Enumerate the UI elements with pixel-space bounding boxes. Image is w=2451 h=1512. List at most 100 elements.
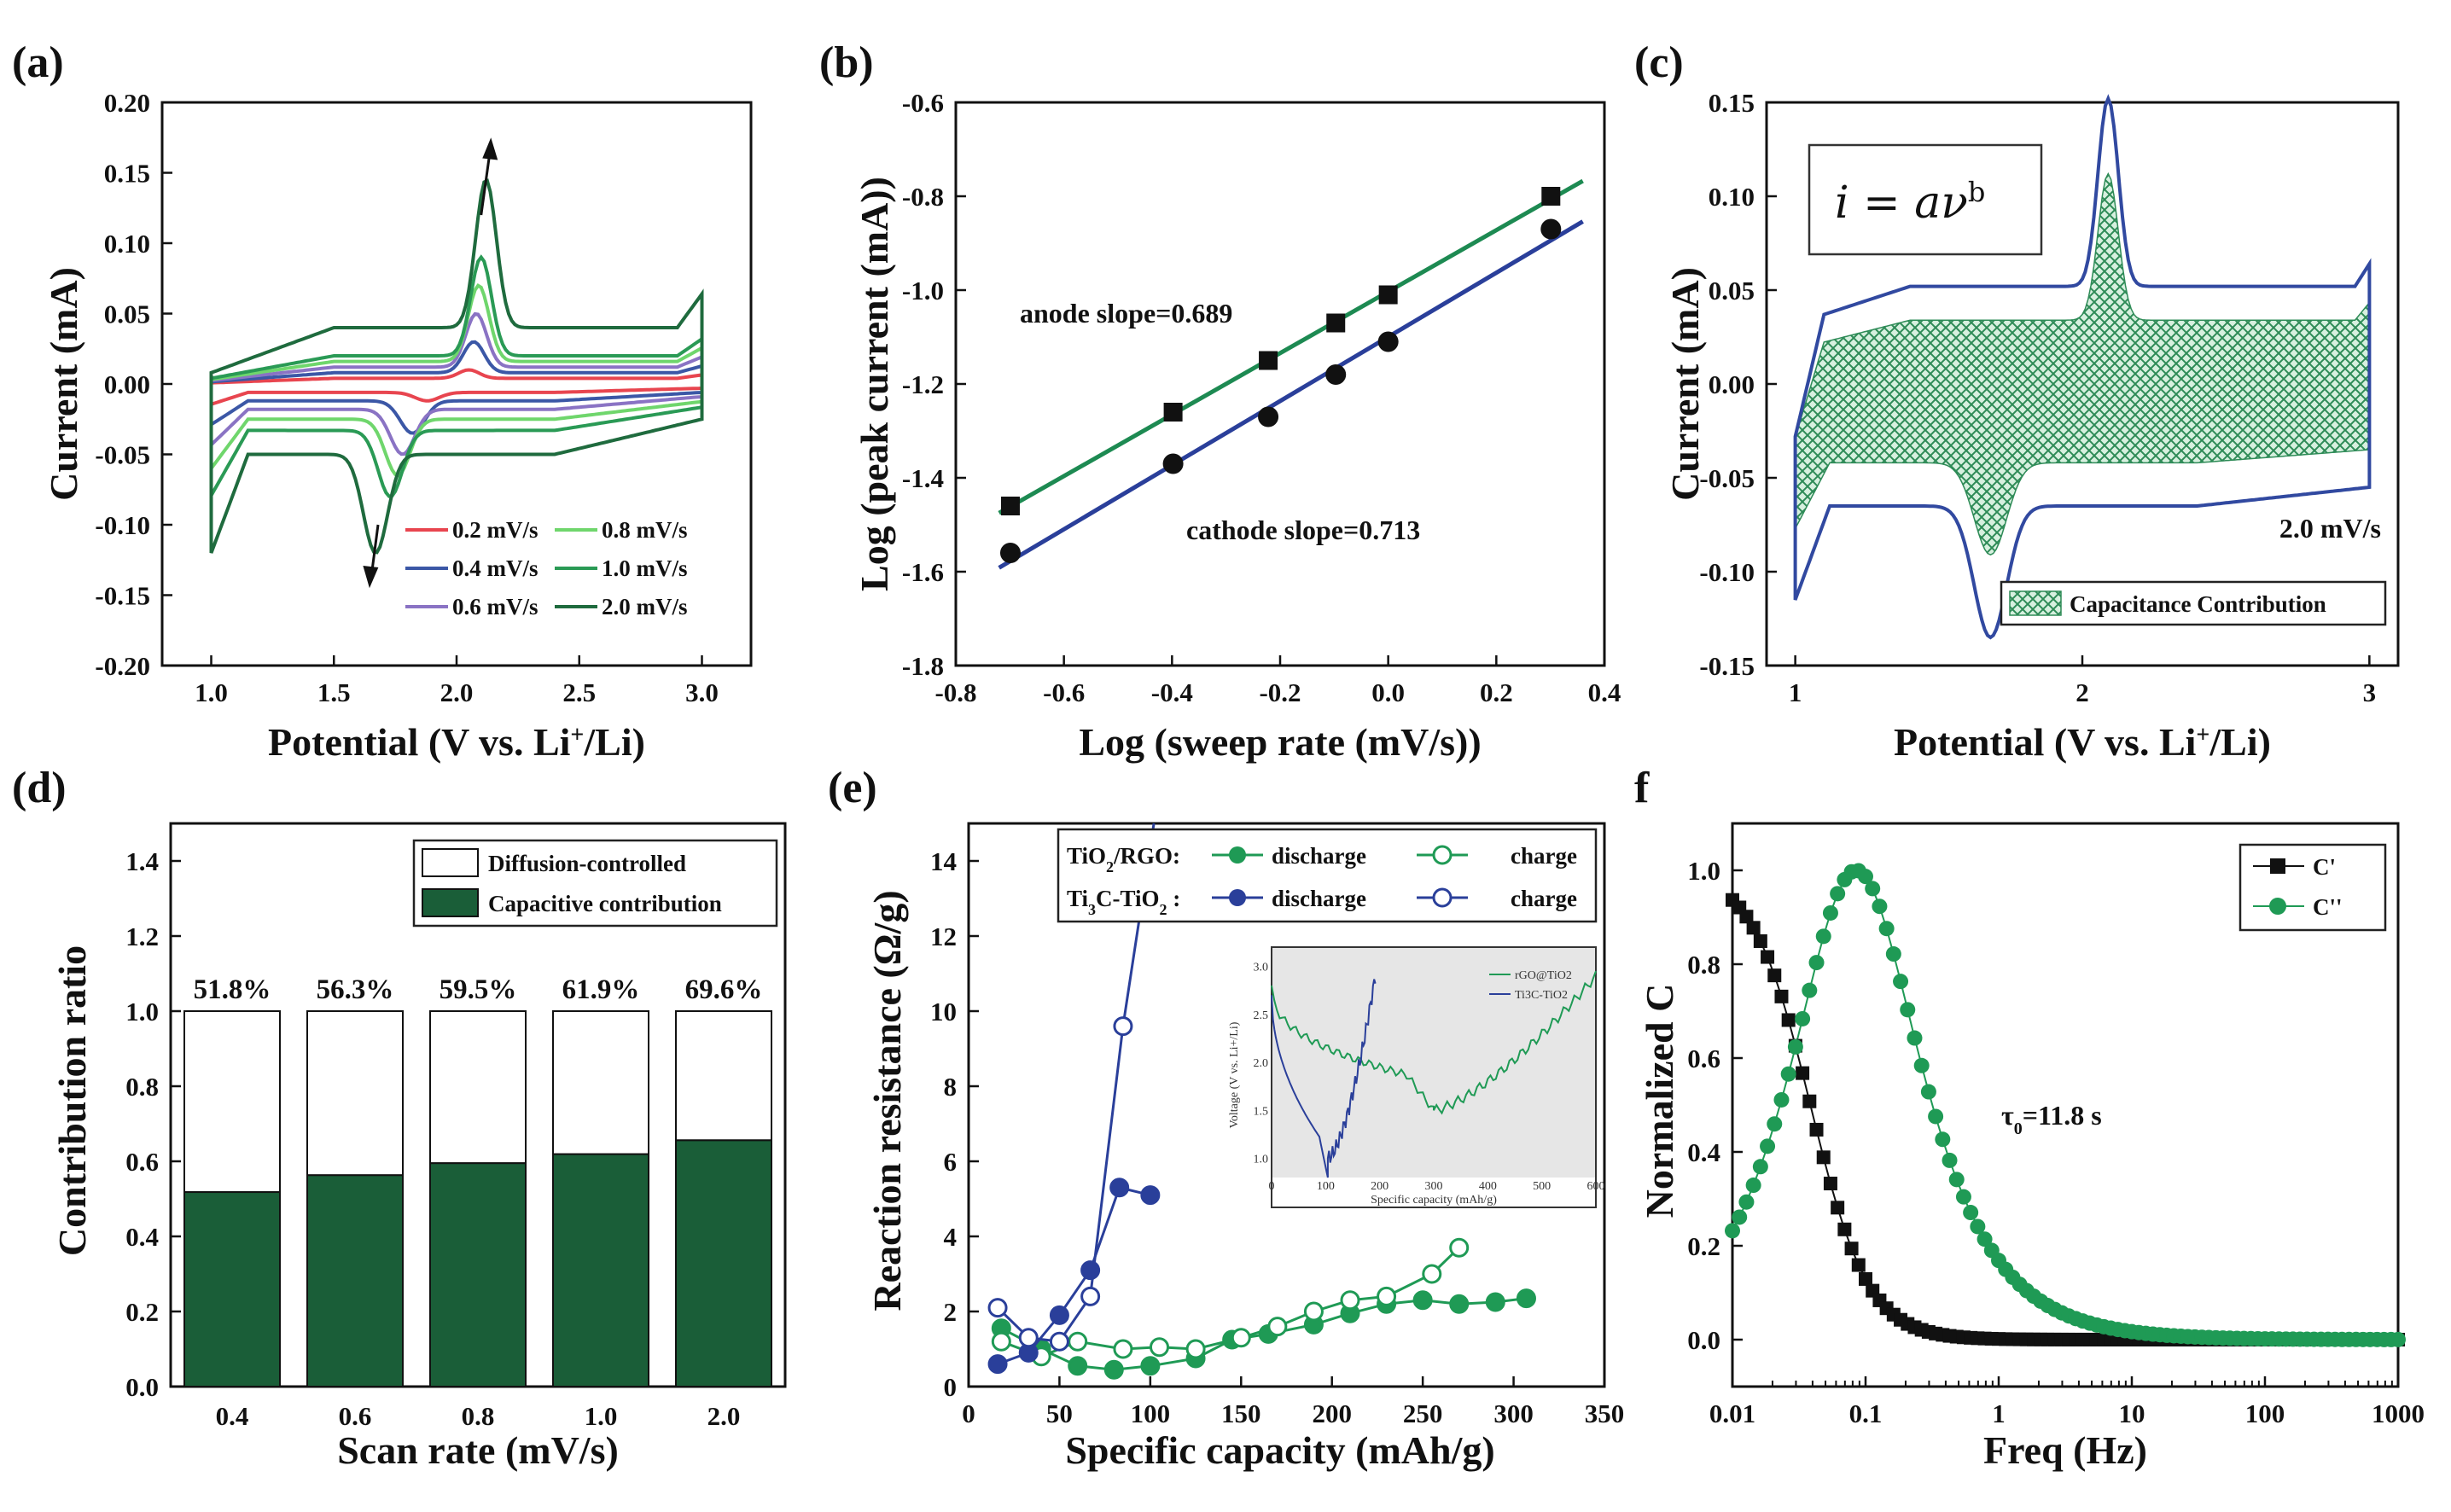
- ti3c-charge-point: [1080, 1286, 1101, 1306]
- y-tick-label: 0.4: [125, 1222, 159, 1252]
- panel-f-data: [1725, 863, 2406, 1347]
- cprime-point: [1837, 1222, 1852, 1236]
- panel-c-ylabel: Current (mA): [1663, 267, 1707, 501]
- panel-c-legend: Capacitance Contribution: [2000, 580, 2387, 626]
- cv-curve-06: [209, 311, 704, 457]
- panel-b-frame: [954, 101, 1606, 667]
- cprime-point: [1859, 1271, 1872, 1286]
- panel-b: (b) -0.8 -0.6 -0.4 -0.2 0.0 0.2 0.4-0.6-0.8-1.…: [819, 38, 1621, 764]
- capacitive-bar: [306, 1174, 404, 1388]
- y-tick-label: 0.15: [1709, 88, 1755, 118]
- cprime-point: [1809, 1122, 1824, 1137]
- panel-a: (a) 1.0 1.5 2.0 2.5 3.0 0.20 0.15 0.10 0.05 0.00 -…: [12, 38, 753, 764]
- legend-capacitance-label: Capacitance Contribution: [2070, 591, 2326, 617]
- tio2-charge-point: [1422, 1264, 1442, 1284]
- anode-point: [1326, 313, 1346, 333]
- y-tick-label: 0.05: [1709, 276, 1755, 305]
- legend-marker-tio2-charge: [1432, 845, 1453, 865]
- y-tick-label: 2: [944, 1297, 958, 1327]
- y-tick-label: -1.4: [902, 463, 944, 493]
- inset-x-tick: 300: [1425, 1180, 1443, 1193]
- legend-tio2-label: TiO2/RGO:: [1067, 843, 1180, 875]
- y-tick-label: 0.00: [104, 369, 150, 399]
- y-tick-label: 0.20: [104, 88, 150, 118]
- tau-label: τ0=11.8 s: [2001, 1100, 2102, 1138]
- legend-swatch-capacitive: [422, 888, 479, 917]
- inset-y-tick: 3.0: [1254, 962, 1269, 974]
- ti3c-charge-point: [1049, 1331, 1069, 1352]
- cdprime-point: [1893, 974, 1909, 990]
- legend-tio2-discharge: discharge: [1272, 843, 1366, 869]
- panel-e-ticks: 0 50 100 150 200 250 300 350 14 12 10 8 6 4 2 0: [930, 846, 1624, 1428]
- y-tick-label: 0.10: [104, 229, 150, 259]
- capacitive-bar: [429, 1162, 527, 1387]
- legend-marker-cprime: [2270, 858, 2285, 874]
- x-tick-label: 2.0: [440, 677, 474, 707]
- tio2-discharge-point: [1516, 1288, 1536, 1309]
- capacitive-bar: [183, 1191, 281, 1387]
- percent-label: 59.5%: [440, 974, 517, 1005]
- y-tick-label: 12: [930, 922, 957, 951]
- anode-fit-line: [998, 178, 1584, 515]
- cdprime-point: [1865, 881, 1881, 897]
- x-tick-label: 1.0: [585, 1401, 618, 1431]
- panel-c: (c) 1 2 3 0.15 0.10 0.05 0.00 -0.05 -0.10 -0.15 i…: [1634, 38, 2400, 764]
- y-tick-label: 0.0: [1687, 1325, 1720, 1355]
- panel-a-curves: [209, 137, 704, 589]
- rate-label: 2.0 mV/s: [2279, 513, 2381, 544]
- ti3c-discharge-point: [1109, 1178, 1130, 1198]
- legend-diffusion-label: Diffusion-controlled: [488, 851, 686, 876]
- y-tick-label: 0.05: [104, 299, 150, 329]
- y-tick-label: -0.8: [902, 182, 944, 212]
- legend-label: 1.0 mV/s: [602, 555, 688, 581]
- x-tick-label: 0.1: [1849, 1399, 1883, 1428]
- legend-cprime: C': [2313, 854, 2336, 880]
- panel-c-ticks: 1 2 3 0.15 0.10 0.05 0.00 -0.05 -0.10 -0.15: [1699, 88, 2376, 707]
- x-tick-label: 1: [1789, 677, 1802, 707]
- legend-ti3c-charge: charge: [1511, 886, 1577, 911]
- panel-f-ticks: 0.01 0.1 1 10 100 1000 1.0 0.8 0.6 0.4 0.2 0.0: [1687, 856, 2425, 1428]
- panel-d: (d) 1.4 1.2 1.0 0.8 0.6 0.4 0.2 0.0 51.8% 0.4 56.…: [12, 764, 787, 1472]
- cdprime-point: [1878, 921, 1895, 937]
- y-tick-label: 0.8: [1687, 950, 1720, 980]
- x-tick-label: 1: [1992, 1399, 2006, 1428]
- cdprime-point: [1963, 1205, 1979, 1221]
- diffusion-bar: [306, 1010, 404, 1177]
- cdprime-point: [1977, 1231, 1993, 1247]
- diffusion-bar: [675, 1010, 772, 1142]
- legend-capacitive-label: Capacitive contribution: [488, 891, 722, 916]
- x-tick-label: 250: [1403, 1399, 1443, 1428]
- cdprime-point: [1858, 869, 1873, 885]
- cdprime-point: [1935, 1131, 1951, 1148]
- y-tick-label: 0.10: [1709, 182, 1755, 212]
- cathode-point: [1325, 364, 1347, 385]
- cdprime-point: [1725, 1223, 1740, 1239]
- panel-d-bars: 51.8% 0.4 56.3% 0.6 59.5% 0.8 61.9% 1.0 69.6% 2.0: [183, 974, 772, 1431]
- cdprime-point: [1900, 1002, 1916, 1018]
- legend-tio2-charge: charge: [1511, 843, 1577, 869]
- anode-point: [1163, 403, 1183, 422]
- inset-y-tick: 2.5: [1254, 1009, 1269, 1022]
- inset-y-tick: 2.0: [1254, 1057, 1269, 1070]
- panel-e-frame: [967, 822, 1606, 1388]
- cprime-point: [1781, 1013, 1796, 1027]
- cprime-point: [1796, 1066, 1810, 1080]
- inset-x-tick: 500: [1533, 1180, 1551, 1193]
- inset-x-tick: 600: [1587, 1180, 1605, 1193]
- inset-x-tick: 400: [1479, 1180, 1497, 1193]
- equation: i = aνb: [1835, 176, 1985, 229]
- tio2-charge-point: [1303, 1301, 1324, 1322]
- tio2-charge-point: [1449, 1237, 1470, 1258]
- cdprime-point: [1948, 1172, 1965, 1188]
- percent-label: 61.9%: [562, 974, 640, 1005]
- panel-b-data: [998, 178, 1584, 570]
- x-tick-label: -0.4: [1151, 677, 1193, 707]
- panel-f-label: f: [1634, 764, 1650, 812]
- tio2-charge-point: [1068, 1331, 1088, 1352]
- ti3c-charge-point: [987, 1298, 1008, 1318]
- tio2-discharge-point: [1412, 1290, 1433, 1311]
- x-tick-label: 2: [2075, 677, 2089, 707]
- tio2-discharge-point: [1140, 1356, 1161, 1376]
- tio2-discharge-point: [1068, 1356, 1088, 1376]
- panel-e-xlabel: Specific capacity (mAh/g): [1065, 1428, 1494, 1472]
